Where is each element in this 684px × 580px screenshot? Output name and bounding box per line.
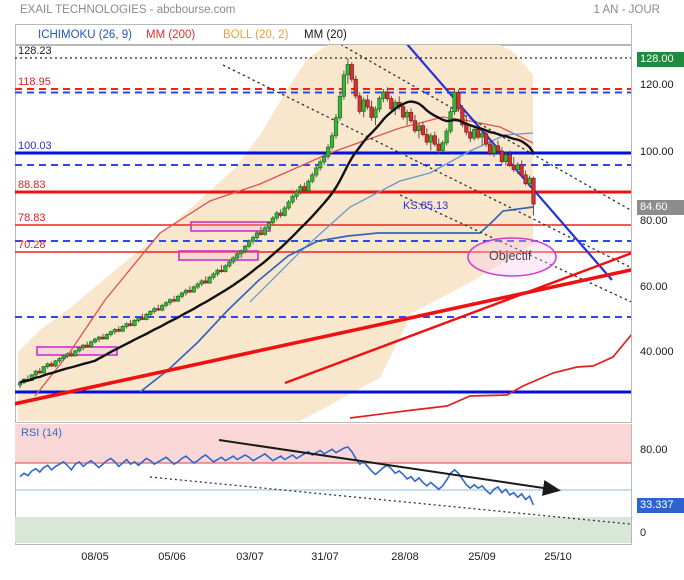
price-axis-label: 100.00 [640,146,674,158]
price-level-label: 128.23 [18,45,52,57]
price-chart-area[interactable] [15,45,632,423]
price-axis-label: 80.00 [640,215,668,227]
kijun-value-label: KS:85.13 [403,200,449,212]
price-badge: 128.00 [637,52,684,67]
objectif-label: Objectif [489,249,532,263]
price-badge: 84.60 [637,200,684,215]
date-axis-label: 05/06 [158,551,186,563]
price-axis-label: 0 [640,527,647,539]
price-level-label: 118.95 [18,76,51,88]
legend-bar: ICHIMOKU (26, 9) MM (200) BOLL (20, 2) M… [15,24,632,45]
price-level-label: 100.03 [18,140,52,152]
price-level-label: 78.83 [18,212,46,224]
price-axis-label: 120.00 [640,79,674,91]
price-badge: 33.337 [637,498,684,513]
legend-mm20[interactable]: MM (20) [304,29,347,41]
page-title: EXAIL TECHNOLOGIES - abcbourse.com [20,4,236,16]
date-axis-label: 03/07 [236,551,264,563]
price-level-label: 70.28 [18,239,46,251]
price-axis-label: 60.00 [640,281,668,293]
date-axis-label: 28/08 [391,551,419,563]
legend-ichimoku[interactable]: ICHIMOKU (26, 9) [38,29,132,41]
date-axis-label: 25/09 [468,551,496,563]
price-axis-label: 40.000 [640,346,674,358]
date-axis-label: 08/05 [81,551,109,563]
timeframe-label: 1 AN - JOUR [593,4,660,16]
rsi-panel-label: RSI (14) [21,427,62,439]
date-axis-label: 25/10 [544,551,572,563]
price-level-label: 88.83 [18,179,46,191]
price-axis-label: 80.00 [640,444,668,456]
legend-boll[interactable]: BOLL (20, 2) [223,29,289,41]
legend-mm200[interactable]: MM (200) [146,29,196,41]
date-axis-label: 31/07 [311,551,339,563]
